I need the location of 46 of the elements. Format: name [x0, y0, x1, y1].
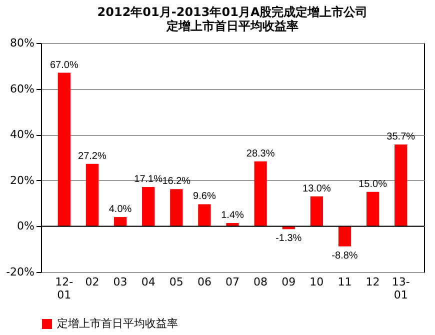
x-tick-label: 07 — [226, 276, 240, 288]
data-label: 1.4% — [221, 210, 244, 221]
x-tick-label: 09 — [282, 276, 296, 288]
x-tick-label: 04 — [141, 276, 156, 288]
x-tick-label: 11 — [338, 276, 352, 288]
bar — [254, 161, 267, 226]
bar — [394, 144, 408, 226]
bar — [198, 204, 211, 226]
data-label: 4.0% — [108, 204, 132, 216]
x-tick-label: 08 — [254, 276, 268, 288]
y-tick-label: 80% — [10, 36, 34, 50]
data-label: 35.7% — [386, 131, 416, 142]
data-label: 13.0% — [302, 183, 331, 194]
x-tick-label: 13-01 — [392, 276, 410, 302]
bar — [58, 72, 70, 226]
data-label: 9.6% — [193, 191, 216, 202]
bar — [338, 226, 352, 246]
data-label: -1.3% — [276, 233, 302, 244]
bar — [170, 189, 183, 226]
y-tick-label: 40% — [10, 128, 34, 142]
chart-subtitle: 定增上市首日平均收益率 — [166, 19, 298, 33]
x-tick-label: 12 — [366, 276, 380, 288]
bar — [366, 192, 380, 226]
bar — [114, 217, 127, 226]
data-label: 16.2% — [162, 176, 191, 188]
data-label: -8.8% — [332, 250, 358, 262]
y-tick-label: -20% — [6, 266, 34, 278]
x-tick-label: 03 — [113, 276, 128, 288]
data-label: 17.1% — [134, 174, 163, 186]
data-label: 15.0% — [358, 178, 388, 190]
bar — [86, 164, 99, 226]
y-tick-label: 60% — [10, 82, 34, 96]
data-label: 28.3% — [246, 148, 275, 160]
bar — [142, 187, 155, 226]
y-tick-label: 20% — [10, 174, 34, 187]
data-label: 27.2% — [78, 150, 106, 162]
bar — [310, 196, 323, 226]
y-tick-label: 0% — [17, 220, 34, 233]
chart-title: 2012年01月-2013年01月A股完成定增上市公司 — [97, 5, 368, 19]
x-tick-label: 05 — [169, 276, 184, 288]
x-tick-label: 06 — [197, 276, 212, 288]
legend-label: 定增上市首日平均收益率 — [57, 317, 178, 330]
data-label: 67.0% — [50, 60, 78, 71]
x-tick-label: 12-01 — [55, 276, 74, 302]
x-tick-label: 10 — [310, 276, 324, 288]
x-tick-label: 02 — [85, 276, 100, 288]
